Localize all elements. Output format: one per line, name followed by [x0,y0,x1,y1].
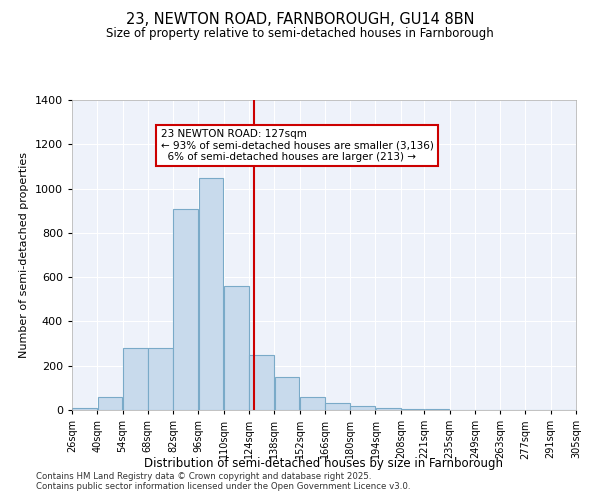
Bar [123,348,148,410]
Bar [224,286,249,410]
Bar [275,377,299,410]
Bar [350,406,375,410]
Bar [72,408,97,410]
Bar [250,354,274,410]
Text: Distribution of semi-detached houses by size in Farnborough: Distribution of semi-detached houses by … [145,458,503,470]
Bar [425,409,449,410]
Text: Contains HM Land Registry data © Crown copyright and database right 2025.: Contains HM Land Registry data © Crown c… [36,472,371,481]
Bar [148,348,173,410]
Y-axis label: Number of semi-detached properties: Number of semi-detached properties [19,152,29,358]
Bar [173,208,198,410]
Text: 23 NEWTON ROAD: 127sqm
← 93% of semi-detached houses are smaller (3,136)
  6% of: 23 NEWTON ROAD: 127sqm ← 93% of semi-det… [161,129,433,162]
Text: Contains public sector information licensed under the Open Government Licence v3: Contains public sector information licen… [36,482,410,491]
Bar [401,409,424,410]
Bar [325,404,350,410]
Bar [98,396,122,410]
Bar [376,408,401,410]
Text: Size of property relative to semi-detached houses in Farnborough: Size of property relative to semi-detach… [106,28,494,40]
Text: 23, NEWTON ROAD, FARNBOROUGH, GU14 8BN: 23, NEWTON ROAD, FARNBOROUGH, GU14 8BN [126,12,474,28]
Bar [199,178,223,410]
Bar [300,396,325,410]
